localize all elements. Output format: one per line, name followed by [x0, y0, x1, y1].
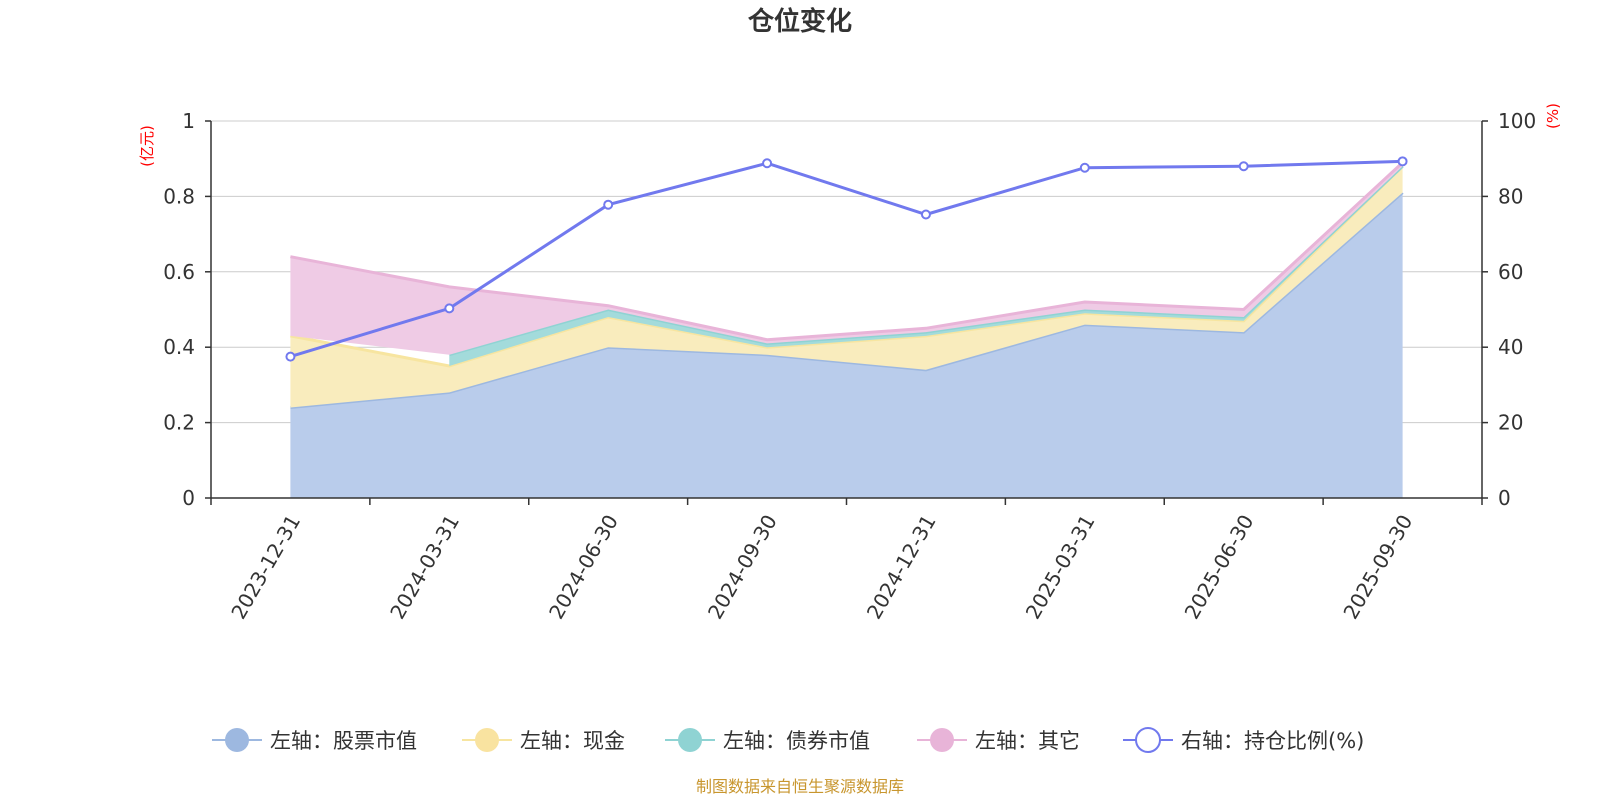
ratio-point — [762, 158, 773, 169]
x-tick-label: 2024-06-30 — [544, 511, 623, 624]
right-tick-label: 0 — [1498, 486, 1511, 510]
area-1 — [290, 192, 1403, 498]
right-axis-unit: (%) — [1544, 103, 1562, 129]
left-tick-label: 0 — [182, 486, 195, 510]
ratio-line — [289, 159, 1403, 359]
x-tick-label: 2025-03-31 — [1021, 511, 1100, 624]
left-tick-label: 0.4 — [163, 335, 195, 359]
ratio-line-group — [285, 156, 1408, 362]
ratio-point — [1079, 162, 1090, 173]
right-tick-label: 20 — [1498, 411, 1523, 435]
legend-marker — [475, 728, 499, 752]
right-tick-label: 100 — [1498, 109, 1536, 133]
ratio-point — [920, 209, 931, 220]
right-tick-label: 60 — [1498, 260, 1523, 284]
legend-marker — [225, 728, 249, 752]
area-4 — [290, 162, 1403, 355]
right-tick-label: 80 — [1498, 184, 1523, 208]
legend-label: 左轴：其它 — [975, 729, 1080, 753]
ratio-point — [603, 199, 614, 210]
right-tick-label: 40 — [1498, 335, 1523, 359]
x-tick-label: 2024-03-31 — [385, 511, 464, 624]
x-tick-label: 2025-09-30 — [1338, 511, 1417, 624]
ratio-point — [444, 303, 455, 314]
x-tick-label: 2024-09-30 — [703, 511, 782, 624]
left-tick-label: 0.2 — [163, 411, 195, 435]
legend-marker — [678, 728, 702, 752]
legend-marker — [930, 728, 954, 752]
legend-label: 左轴：现金 — [520, 729, 625, 753]
legend-label: 左轴：债券市值 — [723, 729, 870, 753]
legend: 左轴：股票市值 左轴：现金 左轴：债券市值 左轴：其它 右轴：持仓比例(%) — [212, 727, 1364, 753]
x-tick-label: 2025-06-30 — [1180, 511, 1259, 624]
ratio-point — [1238, 161, 1249, 172]
area-3 — [449, 166, 1403, 366]
left-tick-label: 1 — [182, 109, 195, 133]
chart-title: 仓位变化 — [747, 6, 852, 37]
area-2 — [290, 166, 1403, 408]
ratio-point — [1397, 156, 1408, 167]
left-tick-label: 0.8 — [163, 184, 195, 208]
source-note: 制图数据来自恒生聚源数据库 — [696, 777, 904, 796]
stacked-areas — [290, 161, 1404, 498]
left-axis-unit: (亿元) — [138, 125, 156, 167]
legend-marker — [1135, 727, 1161, 753]
x-tick-label: 2023-12-31 — [226, 511, 305, 624]
legend-label: 右轴：持仓比例(%) — [1181, 729, 1364, 753]
ratio-point — [285, 351, 296, 362]
x-tick-label: 2024-12-31 — [862, 511, 941, 624]
legend-label: 左轴：股票市值 — [270, 729, 417, 753]
left-tick-label: 0.6 — [163, 260, 195, 284]
